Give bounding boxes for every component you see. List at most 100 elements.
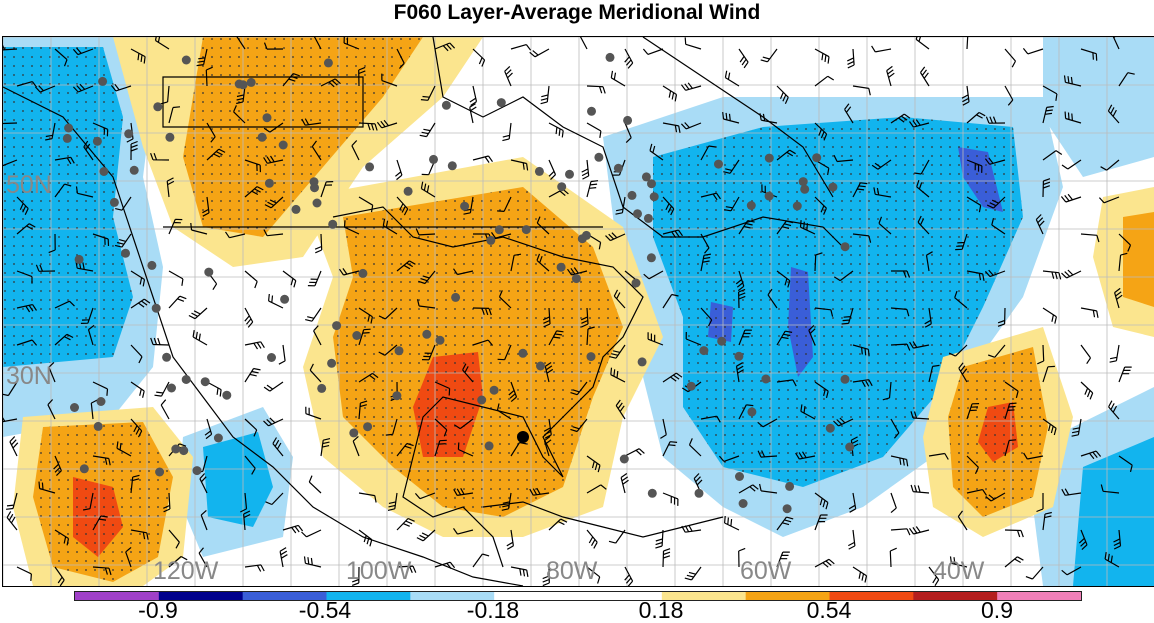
station-dot <box>358 268 368 278</box>
station-dot <box>825 423 835 433</box>
wind-barb <box>16 223 36 235</box>
wind-barb <box>660 418 667 439</box>
wind-barb <box>396 260 416 272</box>
colorbar <box>74 591 1082 601</box>
wind-barb <box>1080 381 1094 400</box>
wind-barb <box>800 404 816 420</box>
station-dot <box>392 391 402 401</box>
wind-barb <box>472 307 492 316</box>
station-dot <box>764 191 774 201</box>
station-dot <box>587 106 596 116</box>
colorbar-label-2: -0.18 <box>466 597 520 623</box>
wind-barb <box>1112 37 1120 50</box>
wind-barb <box>320 78 341 88</box>
wind-barb <box>776 270 791 288</box>
lon-label-40w: 40W <box>933 557 985 585</box>
station-dot <box>332 321 342 331</box>
wind-barb <box>1061 566 1082 576</box>
wind-field-map <box>3 37 1154 586</box>
wind-barb <box>662 85 678 102</box>
station-dot <box>594 152 604 162</box>
wind-barb <box>1022 48 1044 55</box>
wind-barb <box>1080 450 1102 460</box>
wind-barb <box>610 70 626 87</box>
wind-barb <box>351 566 360 586</box>
wind-barb <box>955 233 968 251</box>
wind-barb <box>700 233 710 254</box>
wind-barb <box>54 566 65 586</box>
wind-barb <box>358 307 373 324</box>
wind-barb <box>548 159 557 181</box>
colorbar-swatch <box>158 592 244 600</box>
wind-barb <box>1060 193 1082 203</box>
wind-barb <box>1080 48 1098 61</box>
wind-barb <box>130 418 143 438</box>
wind-barb <box>199 473 208 494</box>
wind-barb <box>236 85 246 105</box>
station-dot <box>631 278 641 288</box>
station-dot <box>521 225 531 235</box>
wind-barb <box>767 288 778 309</box>
station-dot <box>637 357 647 367</box>
station-dot <box>840 242 850 252</box>
wind-barb <box>886 65 895 87</box>
station-dot <box>192 466 202 476</box>
wind-barb <box>453 268 474 276</box>
wind-barb <box>814 558 835 568</box>
wind-barb <box>205 66 213 87</box>
wind-barb <box>891 270 911 278</box>
wind-barb <box>724 515 740 531</box>
wind-barb <box>54 48 68 67</box>
wind-barb <box>204 418 213 440</box>
wind-barb <box>3 417 18 423</box>
wind-barb <box>540 85 550 105</box>
station-dot <box>536 361 545 371</box>
wind-barb <box>833 417 854 427</box>
station-dot <box>641 172 651 182</box>
wind-barb <box>738 404 754 420</box>
wind-barb <box>608 529 626 544</box>
wind-barb <box>984 269 1006 278</box>
station-dot <box>518 348 528 358</box>
wind-barb <box>991 218 1006 235</box>
station-dot <box>577 234 587 244</box>
wind-barb <box>680 122 702 130</box>
wind-barb <box>1064 111 1082 124</box>
wind-barb <box>168 529 180 549</box>
wind-barb <box>472 48 486 67</box>
wind-barb <box>917 215 930 235</box>
wind-barb <box>358 196 374 213</box>
station-dot <box>735 472 744 481</box>
wind-barb <box>469 103 477 124</box>
wind-barb <box>282 524 304 534</box>
wind-barb <box>244 270 258 289</box>
wind-barb <box>416 299 436 309</box>
wind-barb <box>776 330 793 346</box>
station-dot <box>647 179 656 189</box>
wind-barb <box>579 37 588 50</box>
colorbar-swatch <box>410 592 495 600</box>
station-dot <box>155 467 165 477</box>
wind-barb <box>1108 400 1120 420</box>
wind-barb <box>396 48 405 69</box>
station-dot <box>181 375 191 384</box>
wind-barb <box>570 381 588 396</box>
wind-barb <box>116 441 132 457</box>
wind-barb <box>924 307 932 328</box>
wind-barb <box>543 418 552 439</box>
colorbar-label-0: -0.9 <box>138 597 178 623</box>
wind-barb <box>1118 72 1135 87</box>
wind-barb <box>543 435 552 457</box>
lon-label-120w: 120W <box>153 557 219 585</box>
wind-barb <box>966 196 982 213</box>
wind-barb <box>966 37 969 50</box>
wind-barb <box>510 44 532 51</box>
wind-barb <box>72 83 94 93</box>
station-dot <box>317 383 327 393</box>
station-dot <box>761 374 771 384</box>
wind-barb <box>841 307 854 325</box>
wind-barb <box>420 181 436 198</box>
wind-barb <box>948 344 968 357</box>
map-title: F060 Layer-Average Meridional Wind <box>393 1 761 24</box>
station-dot <box>153 102 163 112</box>
